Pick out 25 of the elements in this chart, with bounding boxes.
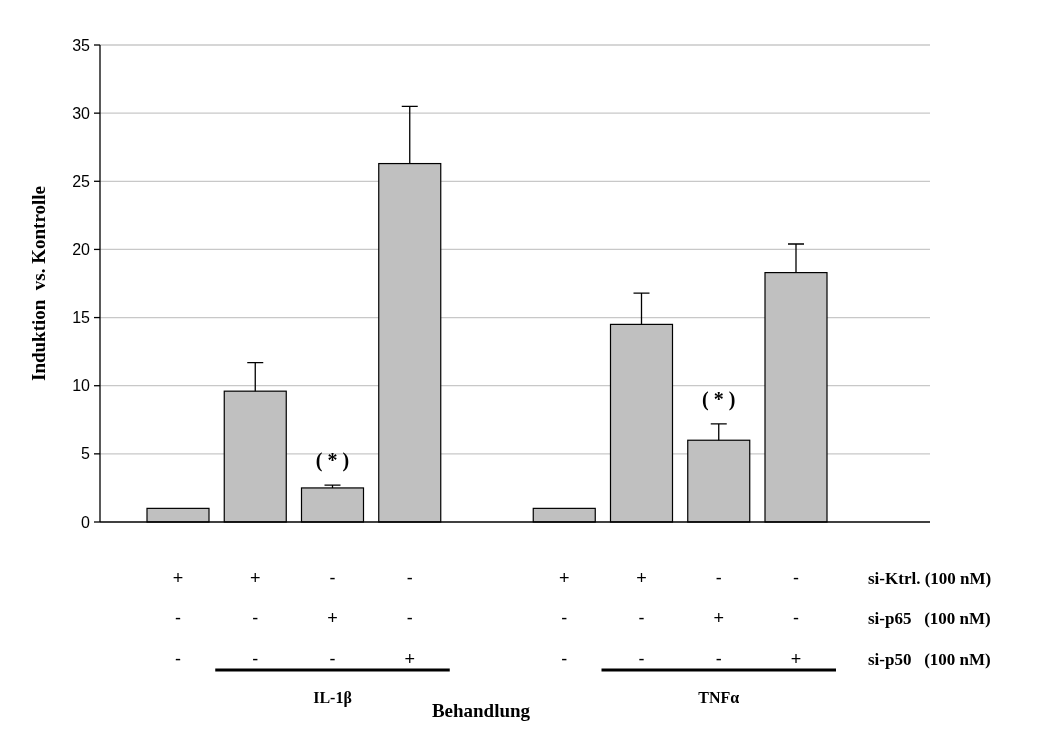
x-axis-title: Behandlung (431, 700, 531, 721)
y-tick-label: 35 (72, 36, 91, 54)
text: si-p50 (100 nM) (868, 649, 991, 669)
x-tick-label: + - - (636, 568, 647, 670)
text: si-p65 (100 nM) (868, 608, 991, 628)
y-tick-label: 15 (72, 309, 91, 327)
x-tick-label: - - + (790, 568, 802, 670)
x-tick-label: - - + (404, 568, 416, 670)
x-tick-label: + - - (249, 568, 261, 670)
annotation: ( * ) (315, 449, 350, 473)
y-tick-label: 25 (72, 172, 91, 190)
y-tick-label: 30 (72, 104, 91, 122)
y-tick-label: 10 (72, 377, 91, 395)
text: si-Ktrl. (100 nM) (868, 568, 992, 588)
text: TNFα (698, 688, 740, 706)
text: IL-1β (313, 688, 352, 707)
y-tick-label: 20 (72, 241, 91, 259)
y-axis-title: Induktion vs. Kontrolle (27, 186, 49, 381)
x-tick-label: - + - (713, 568, 725, 670)
annotation: ( * ) (702, 387, 736, 411)
y-tick-label: 5 (81, 445, 91, 463)
y-tick-label: 0 (81, 513, 91, 531)
x-tick-label: + - - (172, 568, 184, 670)
x-tick-label: + - - (558, 568, 570, 670)
x-tick-label: - + - (327, 568, 338, 670)
